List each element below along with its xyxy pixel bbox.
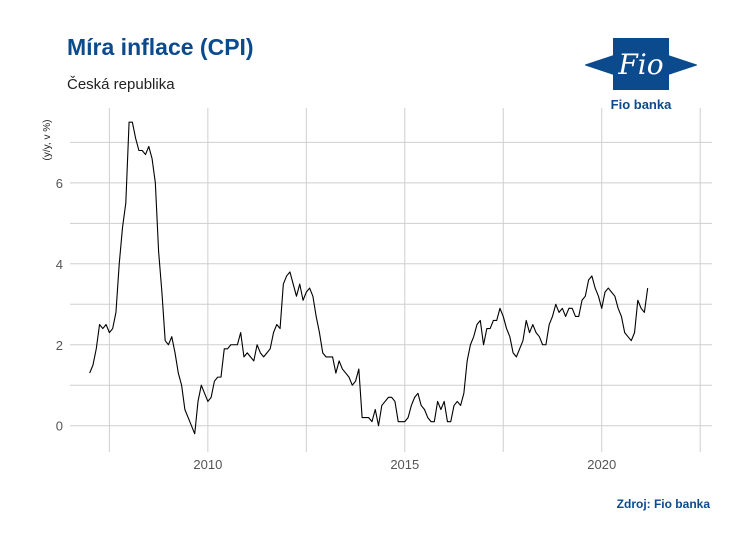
logo-box-icon	[613, 38, 669, 90]
logo-right-wing-icon	[669, 56, 695, 74]
chart-subtitle: Česká republika	[67, 76, 175, 93]
logo-name-text: Fio banka	[611, 97, 672, 112]
x-tick-label: 2010	[193, 457, 222, 472]
y-tick-label: 0	[56, 419, 63, 434]
logo-left-wing-icon	[587, 56, 613, 74]
x-tick-label: 2020	[587, 457, 616, 472]
y-axis-label: (y/y, v %)	[42, 120, 53, 161]
y-tick-label: 4	[56, 257, 63, 272]
fio-banka-logo: Fio Fio banka	[583, 34, 699, 114]
source-note: Zdroj: Fio banka	[616, 497, 710, 511]
grid-minor	[70, 108, 712, 452]
fio-logo-icon: Fio Fio banka	[583, 38, 699, 112]
logo-mark-text: Fio	[617, 48, 663, 81]
chart-title: Míra inflace (CPI)	[67, 34, 254, 60]
grid-major	[70, 108, 712, 452]
x-axis-ticks: 2010 2015 2020	[193, 457, 616, 472]
x-tick-label: 2015	[390, 457, 419, 472]
series-line-cpi	[89, 121, 649, 435]
y-tick-label: 2	[56, 338, 63, 353]
y-axis-ticks: 0 2 4 6	[56, 176, 63, 434]
y-tick-label: 6	[56, 176, 63, 191]
